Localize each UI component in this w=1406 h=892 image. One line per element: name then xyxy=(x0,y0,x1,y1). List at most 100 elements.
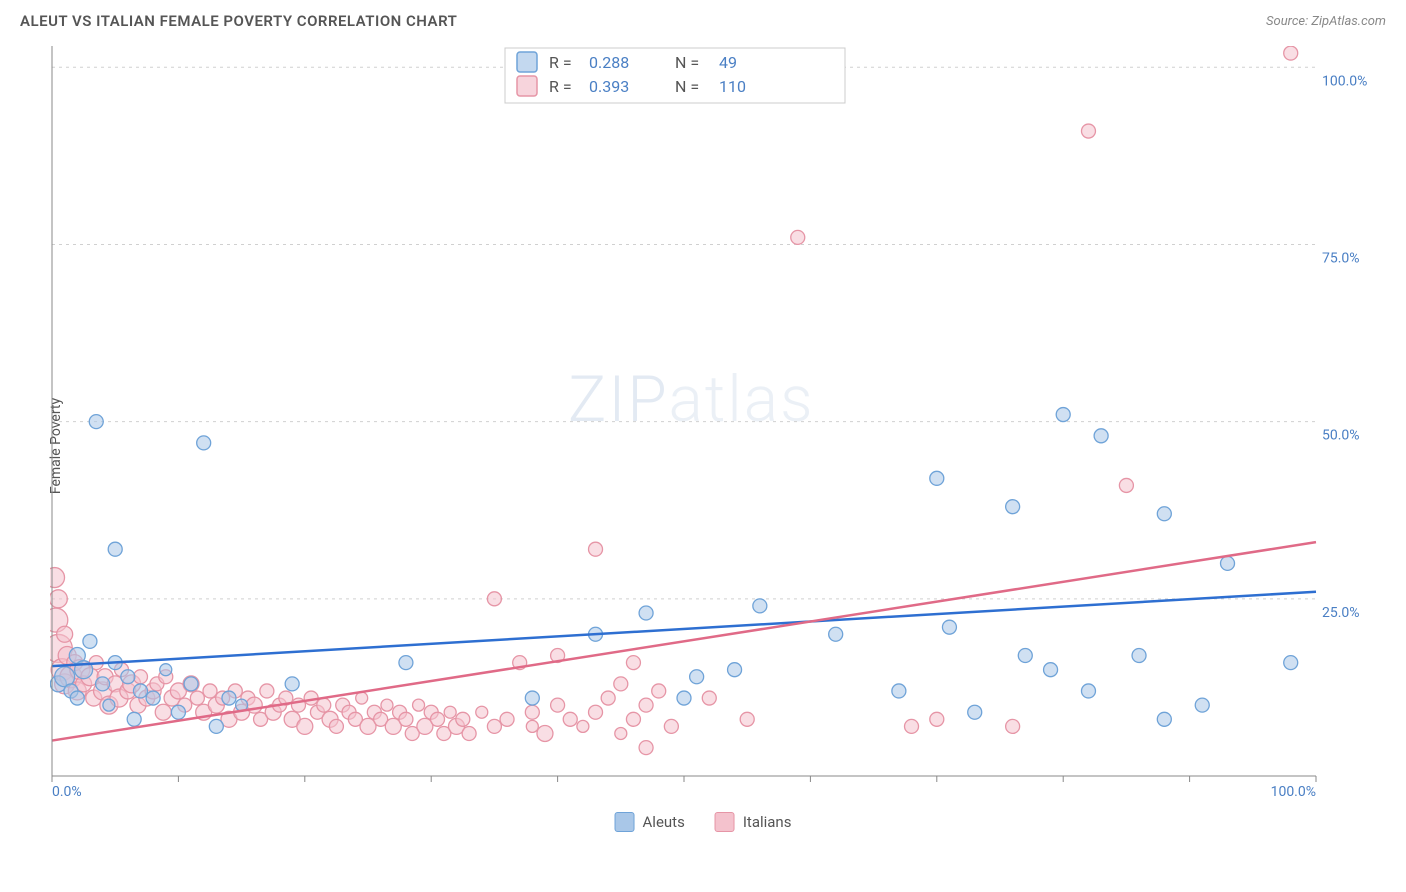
data-point xyxy=(525,691,539,705)
data-point xyxy=(70,691,84,705)
data-point xyxy=(1221,556,1235,570)
data-point xyxy=(1119,478,1133,492)
data-point xyxy=(146,691,160,705)
data-point xyxy=(1081,124,1095,138)
data-point xyxy=(260,684,274,698)
data-point xyxy=(133,670,147,684)
data-point xyxy=(639,698,653,712)
data-point xyxy=(456,712,470,726)
data-point xyxy=(614,677,628,691)
data-point xyxy=(444,706,456,718)
data-point xyxy=(728,663,742,677)
plot-container: ZIPatlas25.0%50.0%75.0%100.0%0.0%100.0%R… xyxy=(50,46,1386,796)
chart-title: ALEUT VS ITALIAN FEMALE POVERTY CORRELAT… xyxy=(20,12,457,30)
data-point xyxy=(209,719,223,733)
legend-n-label: N = xyxy=(675,77,699,96)
data-point xyxy=(381,699,393,711)
legend-swatch xyxy=(715,812,735,832)
data-point xyxy=(1006,719,1020,733)
data-point xyxy=(639,606,653,620)
data-point xyxy=(577,720,589,732)
data-point xyxy=(740,712,754,726)
data-point xyxy=(1081,684,1095,698)
data-point xyxy=(905,719,919,733)
data-point xyxy=(190,691,204,705)
data-point xyxy=(968,705,982,719)
data-point xyxy=(615,727,627,739)
trend-line xyxy=(52,542,1316,740)
y-tick-label: 50.0% xyxy=(1322,428,1360,444)
legend-item: Italians xyxy=(715,811,792,832)
data-point xyxy=(222,691,236,705)
legend-r-label: R = xyxy=(549,53,572,72)
data-point xyxy=(285,677,299,691)
data-point xyxy=(89,415,103,429)
data-point xyxy=(103,699,115,711)
data-point xyxy=(1044,663,1058,677)
data-point xyxy=(526,720,538,732)
legend-n-value: 49 xyxy=(719,53,737,72)
data-point xyxy=(57,626,73,642)
data-point xyxy=(184,677,198,691)
legend-label: Italians xyxy=(743,813,792,831)
data-point xyxy=(487,719,501,733)
data-point xyxy=(690,670,704,684)
x-tick-label: 100.0% xyxy=(1271,784,1316,796)
data-point xyxy=(1018,649,1032,663)
data-point xyxy=(753,599,767,613)
data-point xyxy=(639,741,653,755)
legend-label: Aleuts xyxy=(643,813,685,831)
data-point xyxy=(1132,649,1146,663)
data-point xyxy=(476,706,488,718)
legend-n-label: N = xyxy=(675,53,699,72)
scatter-plot: ZIPatlas25.0%50.0%75.0%100.0%0.0%100.0%R… xyxy=(50,46,1386,796)
data-point xyxy=(83,634,97,648)
data-point xyxy=(702,691,716,705)
data-point xyxy=(829,627,843,641)
y-tick-label: 25.0% xyxy=(1322,605,1360,621)
legend-r-label: R = xyxy=(549,77,572,96)
trend-line xyxy=(52,592,1316,666)
data-point xyxy=(652,684,666,698)
data-point xyxy=(551,698,565,712)
data-point xyxy=(121,670,135,684)
data-point xyxy=(601,691,615,705)
data-point xyxy=(399,656,413,670)
data-point xyxy=(791,230,805,244)
legend-swatch xyxy=(615,812,635,832)
data-point xyxy=(1284,656,1298,670)
data-point xyxy=(487,592,501,606)
x-tick-label: 0.0% xyxy=(52,784,82,796)
legend-n-value: 110 xyxy=(719,77,746,96)
data-point xyxy=(1157,507,1171,521)
data-point xyxy=(108,542,122,556)
legend-item: Aleuts xyxy=(615,811,685,832)
y-tick-label: 75.0% xyxy=(1322,250,1360,266)
data-point xyxy=(50,590,67,608)
data-point xyxy=(626,656,640,670)
chart-area: Female Poverty ZIPatlas25.0%50.0%75.0%10… xyxy=(0,36,1406,856)
data-point xyxy=(462,726,476,740)
data-point xyxy=(96,677,110,691)
chart-source: Source: ZipAtlas.com xyxy=(1266,14,1386,29)
data-point xyxy=(892,684,906,698)
data-point xyxy=(133,684,147,698)
data-point xyxy=(589,542,603,556)
data-point xyxy=(155,704,171,720)
data-point xyxy=(930,712,944,726)
data-point xyxy=(399,712,413,726)
data-point xyxy=(297,718,313,734)
data-point xyxy=(500,712,514,726)
legend-r-value: 0.288 xyxy=(589,53,629,72)
bottom-legend: Aleuts Italians xyxy=(615,811,792,832)
chart-header: ALEUT VS ITALIAN FEMALE POVERTY CORRELAT… xyxy=(0,0,1406,36)
legend-swatch xyxy=(517,76,537,96)
data-point xyxy=(329,719,343,733)
data-point xyxy=(171,705,185,719)
data-point xyxy=(1006,500,1020,514)
data-point xyxy=(942,620,956,634)
data-point xyxy=(930,471,944,485)
data-point xyxy=(1195,698,1209,712)
data-point xyxy=(664,719,678,733)
data-point xyxy=(127,712,141,726)
